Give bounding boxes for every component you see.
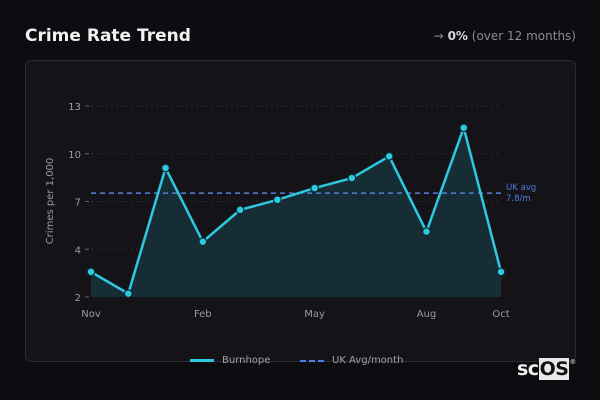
data-point (310, 183, 320, 193)
data-point (496, 267, 506, 277)
data-point (272, 195, 282, 205)
legend-label: UK Avg/month (332, 355, 404, 366)
y-axis-label: Crimes per 1,000 (45, 158, 56, 245)
trend-change: → 0% (over 12 months) (434, 29, 576, 43)
scos-logo: scOS® (517, 358, 576, 380)
data-point (123, 289, 133, 299)
registered-mark: ® (569, 358, 576, 366)
data-point (384, 151, 394, 161)
data-point (235, 205, 245, 215)
y-tick-label: 4 (75, 245, 81, 256)
data-point (459, 123, 469, 133)
data-point (86, 267, 96, 277)
y-tick-label: 10 (68, 150, 81, 161)
arrow-right-icon: → (433, 29, 444, 43)
y-tick-label: 13 (68, 102, 81, 113)
data-point (422, 227, 431, 237)
logo-text-box: OS (538, 358, 570, 380)
series-line-burnhope (90, 126, 503, 295)
legend-swatch-solid (190, 359, 214, 362)
x-tick-label: Oct (492, 309, 509, 320)
logo-text: sc (517, 358, 539, 380)
legend-swatch-dashed (300, 359, 324, 362)
change-period: (over 12 months) (471, 29, 576, 43)
legend-item-uk-avg[interactable]: UK Avg/month (300, 355, 403, 366)
chart-title: Crime Rate Trend (25, 26, 191, 46)
legend-label: Burnhope (222, 355, 271, 366)
legend-item-burnhope[interactable]: Burnhope (190, 355, 270, 366)
x-tick-label: May (304, 309, 325, 320)
area-fill (91, 127, 501, 297)
uk-avg-label: UK avg (506, 183, 536, 193)
change-value: 0% (447, 29, 468, 43)
x-tick-label: Feb (194, 309, 212, 320)
data-point (347, 173, 357, 183)
y-tick-label: 2 (75, 293, 81, 304)
data-point (161, 163, 170, 173)
data-point (198, 237, 208, 247)
x-tick-label: Nov (81, 309, 101, 320)
y-tick-label: 7 (75, 198, 81, 209)
uk-avg-value-label: 7.8/m (506, 194, 531, 204)
x-tick-label: Aug (417, 309, 437, 320)
